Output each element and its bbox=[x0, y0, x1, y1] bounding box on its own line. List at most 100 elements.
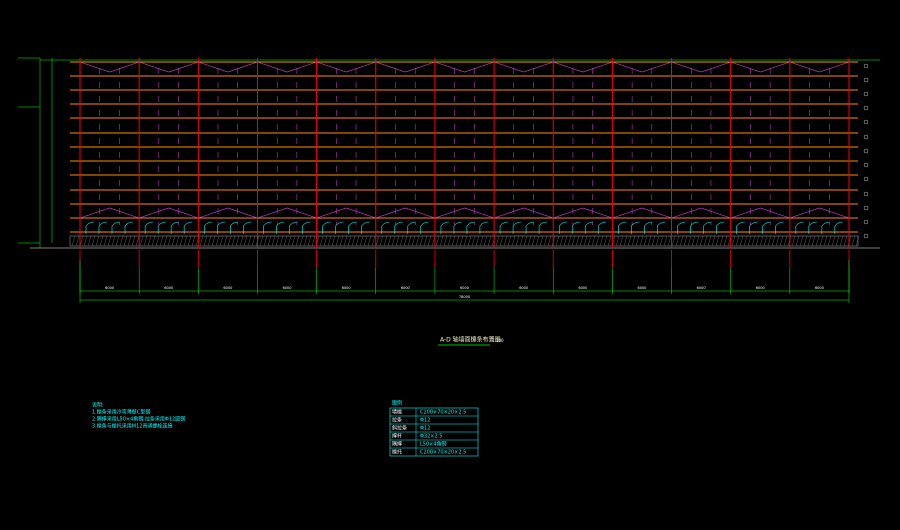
knee-brace bbox=[394, 221, 403, 234]
hatch bbox=[743, 235, 748, 247]
hatch bbox=[827, 235, 832, 247]
hatch bbox=[775, 235, 780, 247]
brace bbox=[493, 61, 554, 73]
dim-label: 6000 bbox=[401, 286, 410, 290]
hatch bbox=[675, 235, 680, 247]
hatch bbox=[711, 235, 716, 247]
hatch bbox=[671, 235, 676, 247]
brace bbox=[316, 61, 376, 73]
hatch bbox=[627, 235, 632, 247]
knee-brace bbox=[361, 221, 370, 234]
knee-brace bbox=[644, 221, 653, 234]
row-tag bbox=[863, 134, 869, 140]
hatch bbox=[843, 235, 848, 247]
knee-brace bbox=[217, 221, 226, 234]
hatch bbox=[307, 235, 312, 247]
knee-brace bbox=[348, 221, 357, 234]
hatch bbox=[263, 235, 268, 247]
hatch bbox=[791, 235, 796, 247]
knee-brace bbox=[597, 221, 607, 234]
hatch bbox=[455, 235, 460, 247]
hatch bbox=[127, 235, 132, 247]
hatch bbox=[507, 235, 512, 247]
hatch bbox=[163, 235, 168, 247]
hatch bbox=[379, 235, 384, 247]
hatch bbox=[463, 235, 468, 247]
knee-brace bbox=[322, 221, 331, 234]
knee-brace bbox=[183, 221, 193, 234]
knee-brace bbox=[795, 221, 804, 234]
hatch bbox=[151, 235, 156, 247]
hatch bbox=[459, 235, 464, 247]
hatch bbox=[159, 235, 164, 247]
hatch bbox=[375, 235, 380, 247]
hatch bbox=[335, 235, 340, 247]
hatch bbox=[223, 235, 228, 247]
hatch bbox=[451, 235, 456, 247]
hatch bbox=[575, 235, 580, 247]
brace bbox=[789, 207, 850, 219]
knee-brace bbox=[302, 221, 311, 234]
hatch bbox=[811, 235, 816, 247]
hatch bbox=[295, 235, 300, 247]
knee-brace bbox=[230, 221, 239, 234]
hatch bbox=[387, 235, 392, 247]
knee-brace bbox=[775, 221, 784, 234]
drawing-scale: 1:100 bbox=[492, 338, 504, 343]
dim-label: 6000 bbox=[697, 286, 706, 290]
knee-brace bbox=[263, 221, 272, 234]
brace bbox=[198, 61, 258, 73]
hatch bbox=[679, 235, 684, 247]
hatch bbox=[703, 235, 708, 247]
hatch bbox=[167, 235, 172, 247]
hatch bbox=[595, 235, 600, 247]
row-tag bbox=[863, 148, 869, 154]
brace bbox=[316, 207, 376, 219]
knee-brace bbox=[420, 221, 429, 234]
brace bbox=[79, 207, 140, 219]
hatch bbox=[603, 235, 608, 247]
dim-label: 6000 bbox=[578, 286, 587, 290]
hatch bbox=[367, 235, 372, 247]
note-line: 2.隅撑采用L50×4角钢,拉条采用Φ12圆钢 bbox=[92, 416, 185, 423]
hatch bbox=[99, 235, 104, 247]
hatch bbox=[699, 235, 704, 247]
hatch bbox=[399, 235, 404, 247]
hatch bbox=[511, 235, 516, 247]
hatch bbox=[427, 235, 432, 247]
brace bbox=[79, 61, 140, 73]
hatch bbox=[667, 235, 672, 247]
hatch bbox=[203, 235, 208, 247]
knee-brace bbox=[677, 221, 686, 234]
hatch bbox=[499, 235, 504, 247]
legend-cell: C200×70×20×2.5 bbox=[420, 410, 466, 416]
legend-header: 图例 bbox=[392, 400, 402, 407]
hatch bbox=[547, 235, 552, 247]
hatch bbox=[419, 235, 424, 247]
note-line: 3.檩条与檩托采用M12普通螺栓连接 bbox=[92, 423, 172, 430]
knee-brace bbox=[407, 221, 416, 234]
knee-brace bbox=[479, 221, 488, 234]
brace bbox=[493, 207, 554, 219]
hatch bbox=[591, 235, 596, 247]
legend-cell: 檩托 bbox=[392, 449, 402, 456]
hatch bbox=[175, 235, 180, 247]
brace bbox=[198, 207, 258, 219]
hatch bbox=[287, 235, 292, 247]
knee-brace bbox=[558, 221, 568, 234]
hatch bbox=[523, 235, 528, 247]
hatch bbox=[111, 235, 116, 247]
knee-brace bbox=[466, 221, 475, 234]
hatch bbox=[487, 235, 492, 247]
hatch bbox=[735, 235, 740, 247]
hatch bbox=[651, 235, 656, 247]
dim-label: 6000 bbox=[519, 286, 528, 290]
hatch bbox=[647, 235, 652, 247]
hatch bbox=[855, 235, 860, 247]
hatch bbox=[831, 235, 836, 247]
hatch bbox=[119, 235, 124, 247]
hatch bbox=[479, 235, 484, 247]
hatch bbox=[807, 235, 812, 247]
